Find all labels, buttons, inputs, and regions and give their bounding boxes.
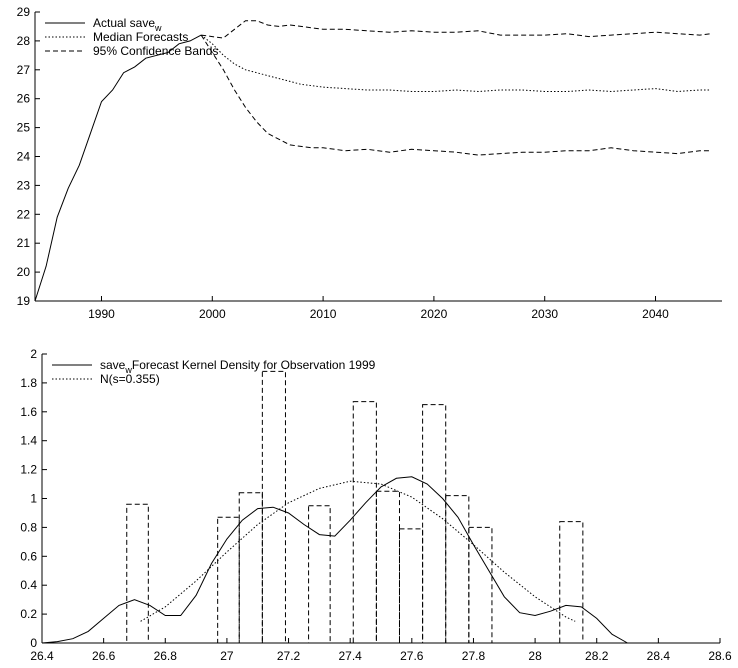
legend-label: Median Forecasts <box>93 30 188 44</box>
x-tick-label: 28 <box>528 649 542 663</box>
kernel-density-chart: 0 0.2 0.4 0.6 0.8 1 1.2 1.4 1.6 1.8 2 26.4 26.6 26.8 2… <box>20 347 732 663</box>
histogram-bar <box>445 495 470 644</box>
y-tick-label: 27 <box>17 63 31 77</box>
x-tick-label: 2030 <box>531 307 558 321</box>
x-tick-label: 1990 <box>88 307 115 321</box>
legend-label: Actual savew <box>93 16 162 33</box>
x-tick-label: 26.4 <box>30 649 54 663</box>
y-tick-label: 1.6 <box>20 405 37 419</box>
histogram-bar <box>559 521 584 644</box>
x-tick-label: 28.4 <box>647 649 671 663</box>
y-tick-label: 23 <box>17 178 31 192</box>
y-tick-label: 2 <box>30 347 37 361</box>
y-tick-label: 19 <box>17 294 31 308</box>
legend-label: 95% Confidence Bands <box>93 44 218 58</box>
x-tick-label: 2000 <box>199 307 226 321</box>
histogram-bar <box>126 503 149 644</box>
x-tick-label: 2020 <box>421 307 448 321</box>
histogram-bar <box>398 528 424 644</box>
x-tick-label: 2040 <box>642 307 669 321</box>
x-tick-label: 27.8 <box>462 649 486 663</box>
legend-label: N(s=0.355) <box>100 372 160 386</box>
y-tick-label: 21 <box>17 236 31 250</box>
y-tick-label: 1 <box>30 492 37 506</box>
histogram-bar <box>375 490 400 644</box>
series-line-2 <box>200 34 711 93</box>
series-line-1 <box>34 34 202 302</box>
x-tick-label: 27 <box>220 649 234 663</box>
x-tick-label: 2010 <box>310 307 337 321</box>
y-tick-label: 22 <box>17 207 31 221</box>
y-tick-label: 0.8 <box>20 520 37 534</box>
histogram-bar <box>217 516 240 644</box>
histogram-bar <box>422 404 447 644</box>
x-tick-label: 26.6 <box>92 649 116 663</box>
y-tick-label: 0 <box>30 636 37 650</box>
x-tick-label: 27.2 <box>277 649 301 663</box>
histogram-bar <box>352 401 377 644</box>
x-tick-label: 28.6 <box>708 649 732 663</box>
series-line-1 <box>41 476 628 644</box>
y-tick-label: 29 <box>17 5 31 19</box>
legend-label: savewForecast Kernel Density for Observa… <box>100 358 376 375</box>
series-line-4 <box>200 34 711 156</box>
x-tick-label: 26.8 <box>154 649 178 663</box>
y-tick-label: 25 <box>17 121 31 135</box>
x-tick-label: 28.2 <box>585 649 609 663</box>
y-tick-label: 0.6 <box>20 549 37 563</box>
y-tick-label: 28 <box>17 34 31 48</box>
y-tick-label: 24 <box>17 150 31 164</box>
y-tick-label: 1.4 <box>20 434 37 448</box>
series-line-2 <box>140 480 576 622</box>
x-tick-label: 27.6 <box>400 649 424 663</box>
y-tick-label: 0.2 <box>20 607 37 621</box>
y-tick-label: 1.8 <box>20 376 37 390</box>
x-tick-label: 27.4 <box>339 649 363 663</box>
y-tick-label: 1.2 <box>20 463 37 477</box>
histogram-bar <box>308 505 331 644</box>
histogram-bar <box>468 526 493 644</box>
forecast-chart: 19 20 21 22 23 24 25 26 27 28 29 1990 2000 2010 2020 20… <box>17 5 722 321</box>
y-tick-label: 20 <box>17 265 31 279</box>
y-tick-label: 0.4 <box>20 578 37 592</box>
series-line-3 <box>201 20 711 39</box>
histogram-bar <box>238 492 263 644</box>
y-tick-label: 26 <box>17 92 31 106</box>
